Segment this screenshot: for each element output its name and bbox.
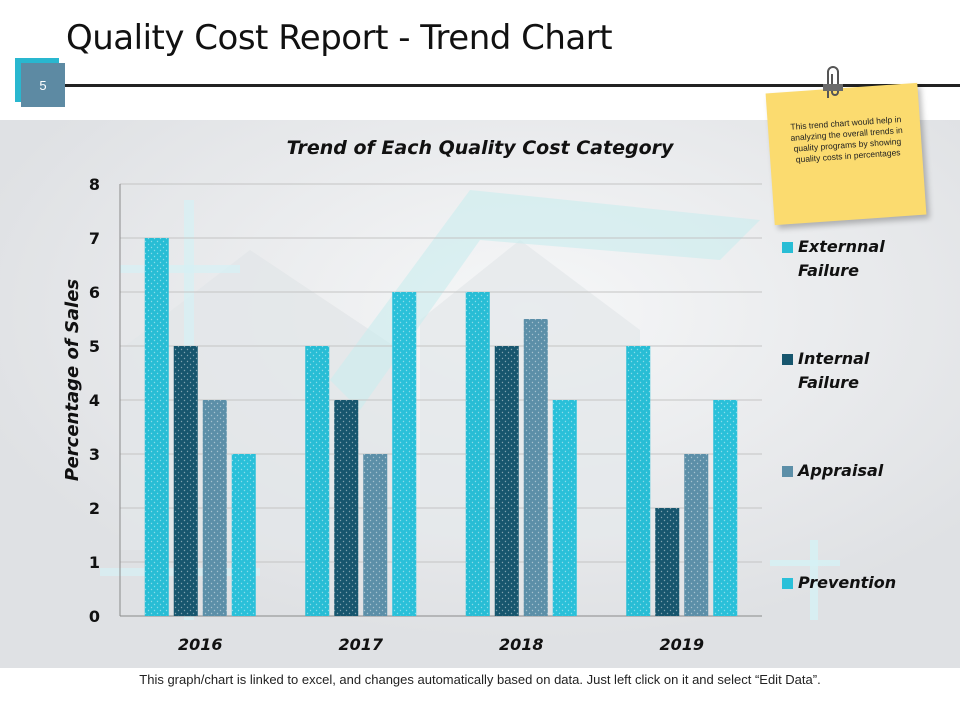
y-axis-label: Percentage of Sales (62, 279, 83, 482)
legend-swatch (782, 466, 793, 477)
footer-note: This graph/chart is linked to excel, and… (139, 672, 821, 687)
y-tick-label: 7 (89, 229, 100, 248)
slide-number: 5 (39, 77, 47, 93)
bar-texture (305, 346, 330, 616)
bar-texture (363, 454, 388, 616)
y-tick-label: 4 (89, 391, 100, 410)
y-tick-label: 0 (89, 607, 100, 626)
y-tick-label: 3 (89, 445, 100, 464)
gridlines (119, 183, 762, 617)
x-tick-label: 2018 (499, 635, 544, 654)
bar-texture (523, 319, 548, 616)
x-tick-label: 2019 (659, 635, 704, 654)
bar-texture (494, 346, 519, 616)
y-tick-label: 1 (89, 553, 100, 572)
bars (144, 238, 738, 616)
y-tick-label: 5 (89, 337, 100, 356)
bar-texture (713, 400, 738, 616)
legend-swatch (782, 354, 793, 365)
bar-texture (144, 238, 169, 616)
legend-label: Internal (798, 349, 870, 368)
chart-title: Trend of Each Quality Cost Category (287, 137, 675, 159)
legend-label: Externnal (798, 237, 885, 256)
slide-number-badge: 5 (21, 63, 65, 107)
bar-texture (231, 454, 256, 616)
bar-texture (334, 400, 359, 616)
bar-texture (465, 292, 490, 616)
sticky-note-text: This trend chart would help in analyzing… (790, 114, 904, 165)
legend-label: Failure (798, 373, 859, 392)
sticky-note: This trend chart would help in analyzing… (765, 82, 927, 226)
bar-texture (626, 346, 651, 616)
y-tick-labels: 0 1 2 3 4 5 6 7 8 (89, 175, 100, 626)
bar-texture (392, 292, 417, 616)
legend-label: Appraisal (796, 461, 884, 480)
legend-swatch (782, 578, 793, 589)
legend-swatch (782, 242, 793, 253)
legend-label: Prevention (798, 573, 896, 592)
bar-texture (552, 400, 577, 616)
paper-clip-icon (823, 66, 843, 98)
y-tick-label: 6 (89, 283, 100, 302)
legend: Externnal Failure Internal Failure Appraisal… (782, 237, 896, 592)
x-tick-label: 2017 (338, 635, 383, 654)
page-title: Quality Cost Report - Trend Chart (66, 18, 613, 58)
x-tick-label: 2016 (178, 635, 223, 654)
bar-texture (684, 454, 709, 616)
y-tick-label: 8 (89, 175, 100, 194)
y-tick-label: 2 (89, 499, 100, 518)
title-underline (60, 84, 960, 87)
bar-texture (202, 400, 227, 616)
bar-texture (173, 346, 198, 616)
bar-texture (655, 508, 680, 616)
x-tick-labels: 2016 2017 2018 2019 (178, 635, 704, 654)
legend-label: Failure (798, 261, 859, 280)
